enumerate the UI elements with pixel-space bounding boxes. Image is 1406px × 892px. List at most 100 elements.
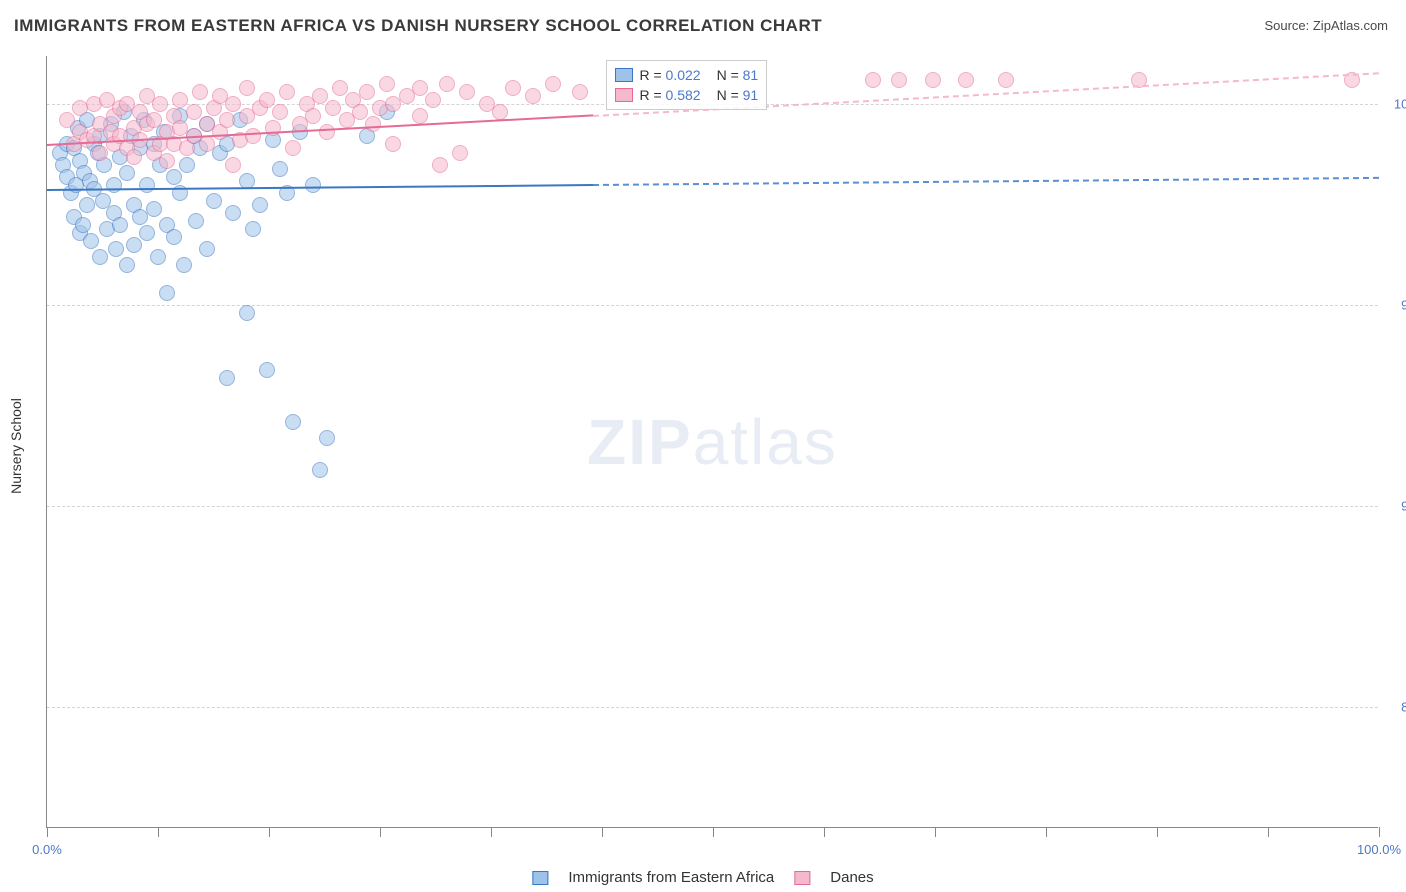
- marker-immigrants: [139, 225, 155, 241]
- marker-immigrants: [150, 249, 166, 265]
- marker-danes: [332, 80, 348, 96]
- marker-danes: [891, 72, 907, 88]
- marker-danes: [412, 108, 428, 124]
- marker-danes: [225, 157, 241, 173]
- marker-danes: [279, 84, 295, 100]
- marker-immigrants: [285, 414, 301, 430]
- marker-immigrants: [166, 169, 182, 185]
- x-tick: [491, 827, 492, 837]
- marker-immigrants: [75, 217, 91, 233]
- y-tick-label: 90.0%: [1384, 499, 1406, 514]
- legend-swatch-immigrants: [532, 871, 548, 885]
- marker-danes: [439, 76, 455, 92]
- stats-swatch: [615, 88, 633, 102]
- trendline: [593, 177, 1379, 186]
- marker-immigrants: [119, 165, 135, 181]
- marker-danes: [192, 84, 208, 100]
- x-tick: [47, 827, 48, 837]
- marker-danes: [319, 124, 335, 140]
- chart-title: IMMIGRANTS FROM EASTERN AFRICA VS DANISH…: [14, 16, 822, 36]
- x-tick: [269, 827, 270, 837]
- watermark-atlas: atlas: [693, 406, 838, 478]
- marker-danes: [172, 92, 188, 108]
- marker-immigrants: [239, 305, 255, 321]
- marker-immigrants: [312, 462, 328, 478]
- marker-danes: [259, 92, 275, 108]
- marker-immigrants: [199, 241, 215, 257]
- marker-immigrants: [83, 233, 99, 249]
- marker-danes: [59, 112, 75, 128]
- stats-n-label: N = 91: [717, 87, 759, 103]
- marker-immigrants: [272, 161, 288, 177]
- marker-danes: [325, 100, 341, 116]
- watermark: ZIPatlas: [587, 405, 838, 479]
- marker-danes: [505, 80, 521, 96]
- legend-swatch-danes: [794, 871, 810, 885]
- x-tick: [713, 827, 714, 837]
- marker-danes: [359, 84, 375, 100]
- x-tick-label: 100.0%: [1357, 842, 1401, 857]
- marker-danes: [239, 80, 255, 96]
- x-tick: [1268, 827, 1269, 837]
- marker-danes: [865, 72, 881, 88]
- marker-danes: [146, 112, 162, 128]
- gridline: [47, 707, 1378, 708]
- marker-immigrants: [108, 241, 124, 257]
- marker-immigrants: [225, 205, 241, 221]
- marker-immigrants: [139, 177, 155, 193]
- y-tick-label: 85.0%: [1384, 700, 1406, 715]
- bottom-legend: Immigrants from Eastern Africa Danes: [532, 869, 873, 886]
- stats-row-danes: R = 0.582 N = 91: [615, 85, 758, 105]
- y-axis-title: Nursery School: [8, 398, 24, 494]
- stats-r-label: R = 0.022: [639, 67, 700, 83]
- marker-danes: [525, 88, 541, 104]
- marker-danes: [245, 128, 261, 144]
- marker-danes: [199, 136, 215, 152]
- marker-danes: [285, 140, 301, 156]
- x-tick: [824, 827, 825, 837]
- marker-danes: [272, 104, 288, 120]
- marker-danes: [459, 84, 475, 100]
- marker-danes: [159, 153, 175, 169]
- marker-immigrants: [179, 157, 195, 173]
- marker-danes: [186, 104, 202, 120]
- marker-danes: [998, 72, 1014, 88]
- source-label: Source: ZipAtlas.com: [1264, 18, 1388, 33]
- stats-row-immigrants: R = 0.022N = 81: [615, 65, 758, 85]
- marker-danes: [492, 104, 508, 120]
- marker-immigrants: [245, 221, 261, 237]
- marker-danes: [385, 136, 401, 152]
- marker-danes: [925, 72, 941, 88]
- stats-r-label: R = 0.582: [639, 87, 700, 103]
- gridline: [47, 506, 1378, 507]
- marker-immigrants: [219, 370, 235, 386]
- x-tick: [380, 827, 381, 837]
- marker-danes: [365, 116, 381, 132]
- marker-immigrants: [176, 257, 192, 273]
- x-tick: [935, 827, 936, 837]
- marker-immigrants: [252, 197, 268, 213]
- scatter-plot: ZIPatlas 85.0%90.0%95.0%100.0%0.0%100.0%…: [46, 56, 1378, 828]
- marker-immigrants: [126, 237, 142, 253]
- marker-danes: [432, 157, 448, 173]
- marker-immigrants: [305, 177, 321, 193]
- marker-immigrants: [146, 201, 162, 217]
- x-tick: [602, 827, 603, 837]
- marker-immigrants: [112, 217, 128, 233]
- marker-danes: [126, 149, 142, 165]
- marker-danes: [219, 112, 235, 128]
- y-tick-label: 100.0%: [1384, 97, 1406, 112]
- legend-label-immigrants: Immigrants from Eastern Africa: [568, 869, 774, 886]
- x-tick: [1157, 827, 1158, 837]
- x-tick-label: 0.0%: [32, 842, 62, 857]
- marker-immigrants: [259, 362, 275, 378]
- legend-label-danes: Danes: [830, 869, 873, 886]
- marker-danes: [452, 145, 468, 161]
- marker-danes: [379, 76, 395, 92]
- marker-immigrants: [188, 213, 204, 229]
- x-tick: [1379, 827, 1380, 837]
- watermark-zip: ZIP: [587, 406, 693, 478]
- marker-immigrants: [92, 249, 108, 265]
- x-tick: [1046, 827, 1047, 837]
- marker-danes: [225, 96, 241, 112]
